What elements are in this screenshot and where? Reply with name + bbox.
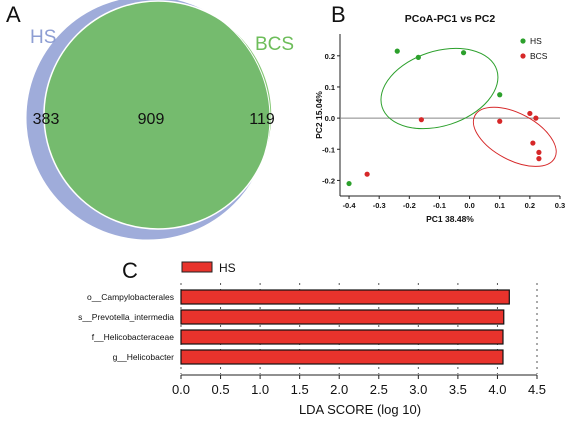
pcoa-point-bcs xyxy=(530,140,536,146)
pcoa-ellipse-bcs xyxy=(472,106,557,167)
pcoa-point-bcs xyxy=(533,115,539,121)
lda-x-tick-label: 4.5 xyxy=(528,382,546,397)
pcoa-x-tick-label: -0.2 xyxy=(403,201,416,210)
pcoa-point-hs xyxy=(415,54,421,60)
lda-category-label: s__Prevotella_intermedia xyxy=(78,312,174,322)
pcoa-x-label: PC1 38.48% xyxy=(426,214,474,224)
lda-category-label: g__Helicobacter xyxy=(113,352,175,362)
pcoa-legend-marker-hs xyxy=(520,38,526,44)
lda-x-tick-label: 0.5 xyxy=(212,382,230,397)
pcoa-legend-label-bcs: BCS xyxy=(530,51,548,61)
pcoa-legend-marker-bcs xyxy=(520,53,526,59)
pcoa-x-tick-label: -0.4 xyxy=(343,201,357,210)
lda-bar xyxy=(180,309,505,325)
pcoa-y-tick-label: -0.1 xyxy=(322,145,335,154)
lda-legend-label: HS xyxy=(219,261,236,275)
lda-x-tick-label: 0.0 xyxy=(172,382,190,397)
lda-x-tick-label: 1.0 xyxy=(251,382,269,397)
pcoa-x-tick-label: 0.3 xyxy=(555,201,565,210)
pcoa-point-hs xyxy=(394,48,400,54)
pcoa-point-hs xyxy=(460,50,467,56)
venn-bcs-circle xyxy=(44,1,272,229)
lda-bar xyxy=(180,289,510,305)
venn-count-both: 909 xyxy=(138,111,165,128)
lda-x-tick-label: 2.0 xyxy=(330,382,348,397)
lda-x-label: LDA SCORE (log 10) xyxy=(299,402,421,417)
pcoa-x-tick-label: 0.2 xyxy=(525,201,535,210)
pcoa-y-tick-label: 0.1 xyxy=(325,83,335,92)
pcoa-legend-label-hs: HS xyxy=(530,36,542,46)
lda-x-tick-label: 4.0 xyxy=(488,382,506,397)
pcoa-y-label: PC2 15.04% xyxy=(314,91,324,139)
pcoa-ellipse-hs xyxy=(380,47,499,130)
panel-b-letter: B xyxy=(331,2,346,27)
pcoa-title: PCoA-PC1 vs PC2 xyxy=(405,13,496,25)
pcoa-x-tick-label: -0.1 xyxy=(433,201,446,210)
lda-category-label: o__Campylobacterales xyxy=(87,292,174,302)
pcoa-y-tick-label: 0.0 xyxy=(325,114,335,123)
lda-legend-swatch xyxy=(181,261,213,273)
panel-a-letter: A xyxy=(6,2,21,27)
venn-count-bcs-only: 119 xyxy=(249,111,275,128)
lda-bar xyxy=(180,329,504,345)
venn-count-hs-only: 383 xyxy=(33,111,60,128)
pcoa-x-tick-label: 0.1 xyxy=(495,201,505,210)
lda-x-tick-label: 1.5 xyxy=(291,382,309,397)
pcoa-point-bcs xyxy=(536,149,542,155)
pcoa-y-tick-label: -0.2 xyxy=(322,176,335,185)
lda-x-tick-label: 2.5 xyxy=(370,382,388,397)
panel-c-letter: C xyxy=(122,258,138,283)
pcoa-point-bcs xyxy=(497,118,503,124)
venn-hs-outline xyxy=(25,0,271,241)
lda-x-tick-label: 3.5 xyxy=(449,382,467,397)
venn-label-bcs: BCS xyxy=(255,34,294,55)
pcoa-point-bcs xyxy=(527,110,533,117)
pcoa-point-bcs xyxy=(364,171,370,177)
pcoa-x-tick-label: -0.3 xyxy=(373,201,386,210)
lda-category-label: f__Helicobacteraceae xyxy=(92,332,174,342)
pcoa-x-tick-label: 0.0 xyxy=(464,201,474,210)
lda-bar xyxy=(180,349,504,365)
venn-bcs-outline xyxy=(43,0,273,230)
venn-label-hs: HS xyxy=(30,27,56,48)
pcoa-point-hs xyxy=(346,180,352,187)
pcoa-y-tick-label: 0.2 xyxy=(325,52,335,61)
pcoa-point-hs xyxy=(497,92,503,98)
pcoa-point-bcs xyxy=(418,117,424,123)
pcoa-point-bcs xyxy=(536,156,542,162)
lda-x-tick-label: 3.0 xyxy=(409,382,427,397)
